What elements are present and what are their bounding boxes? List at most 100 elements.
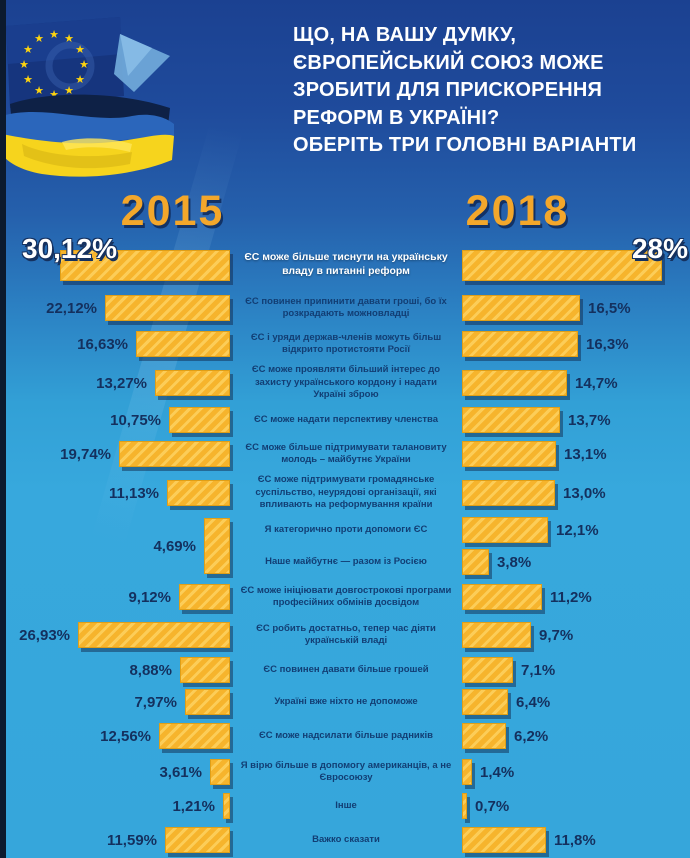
value-label-2018: 7,1% [521,661,556,679]
bar-2015 [167,480,230,506]
category-label-cell: Україні вже ніхто не допоможе [230,686,462,718]
value-label-2018: 6,4% [516,693,551,711]
value-label-2015: 30,12% [22,233,117,264]
title-line: ЩО, НА ВАШУ ДУМКУ, [293,24,517,46]
category-label-cell: Я категорично проти допомоги ЄС [230,514,462,546]
bar-cell-2018: 6,2% [462,718,690,754]
category-label: ЄС може проявляти більший інтерес до зах… [251,364,441,401]
bar-cell-2018: 11,2% [462,578,690,616]
bar-2018 [462,827,546,853]
bar-cell-2015: 26,93% [0,616,230,654]
bar-cell-2015-combined: 4,69% [0,514,230,578]
light-flag-fold [114,34,170,92]
bar-2018 [462,295,580,321]
table-row: 8,88% ЄС повинен давати більше грошей 7,1% [0,654,690,686]
category-label-cell: ЄС може проявляти більший інтерес до зах… [230,362,462,404]
ukraine-flag-icon [2,112,174,177]
category-label: ЄС може надсилати більше радників [258,729,434,741]
bar-cell-2018: 6,4% [462,686,690,718]
title-line: РЕФОРМ В УКРАЇНІ? [293,106,500,129]
category-label-cell: Наше майбутнє — разом із Росією [230,546,462,578]
bar-2018 [462,622,531,648]
bar-2018 [462,480,555,506]
category-label: Наше майбутнє — разом із Росією [265,555,427,567]
bar-cell-2018: 1,4% [462,754,690,790]
category-label-cell: ЄС може ініціювати довгострокові програм… [230,578,462,616]
category-label: ЄС може більше тиснути на українську вла… [244,251,448,277]
title-line: ЄВРОПЕЙСЬКИЙ СОЮЗ МОЖЕ [293,51,604,74]
value-label-2015: 9,12% [128,588,171,606]
left-edge-strip [0,0,6,858]
table-row: 7,97% Україні вже ніхто не допоможе 6,4% [0,686,690,718]
value-label-2018: 9,7% [539,626,574,644]
bar-cell-2018: 12,1% [462,514,690,546]
svg-text:★: ★ [23,73,33,86]
category-label-cell: ЄС і уряди держав-членів можуть більш ві… [230,326,462,362]
category-label: ЄС може ініціювати довгострокові програм… [240,584,452,608]
svg-text:★: ★ [23,43,33,56]
bar-2018 [462,549,489,575]
bar-cell-2018: 13,7% [462,404,690,436]
value-label-2018: 1,4% [480,763,515,781]
table-row: 12,56% ЄС може надсилати більше радників 6… [0,718,690,754]
bar-2015 [78,622,230,648]
year-header-2015: 2015 [120,187,225,235]
table-row: Наше майбутнє — разом із Росією 3,8% [230,546,690,578]
bar-cell-2018: 13,0% [462,472,690,514]
svg-text:★: ★ [49,28,59,41]
value-label-2015: 22,12% [46,299,97,317]
bar-2015 [136,331,230,357]
value-label-2015: 8,88% [129,661,172,679]
bar-cell-2018: 3,8% [462,546,690,578]
value-label-2018: 11,8% [554,831,596,849]
category-label-cell: Інше [230,790,462,822]
category-label-cell: Важко сказати [230,822,462,858]
bar-2018 [462,249,662,281]
bar-cell-2015: 8,88% [0,654,230,686]
bar-cell-2018: 14,7% [462,362,690,404]
bar-cell-2015: 7,97% [0,686,230,718]
value-label-2015: 10,75% [110,411,161,429]
svg-text:★: ★ [79,58,89,71]
bar-cell-2015: 1,21% [0,790,230,822]
bar-2015 [169,407,230,433]
bar-cell-2018: 13,1% [462,436,690,472]
svg-text:★: ★ [19,58,29,71]
year-header-2018: 2018 [465,187,570,235]
bar-cell-2015: 22,12% [0,290,230,326]
value-label-2015: 13,27% [96,374,147,392]
category-label: ЄС може надати перспективу членства [253,413,439,425]
bar-2015-combined [204,518,230,574]
table-row: 16,63% ЄС і уряди держав-членів можуть бі… [0,326,690,362]
svg-text:★: ★ [34,32,44,45]
category-label-cell: ЄС може більше підтримувати талановиту м… [230,436,462,472]
svg-text:★: ★ [34,84,44,97]
bar-2018 [462,370,567,396]
value-label-2018: 13,7% [568,411,611,429]
eu-flag-icon: ★ ★★ ★★★ ★★★ ★★★ [6,17,124,108]
table-row: 3,61% Я вірю більше в допомогу американці… [0,754,690,790]
table-row: 9,12% ЄС може ініціювати довгострокові пр… [0,578,690,616]
category-label: ЄС може підтримувати громадянське суспіл… [255,474,437,511]
svg-text:★: ★ [49,88,59,101]
svg-text:★: ★ [75,43,85,56]
bar-2018 [462,441,556,467]
table-row: 10,75% ЄС може надати перспективу членств… [0,404,690,436]
value-label-2018: 16,5% [588,299,631,317]
bar-2018 [462,331,578,357]
bar-2015 [155,370,230,396]
infographic-title: ЩО, НА ВАШУ ДУМКУ, ЄВРОПЕЙСЬКИЙ СОЮЗ МОЖЕ… [293,22,679,160]
eu-ukraine-flags-photo: ★ ★★ ★★★ ★★★ ★★★ [2,17,174,177]
category-label: Я вірю більше в допомогу американців, а … [240,759,452,783]
bar-2018 [462,759,472,785]
bar-2015 [105,295,230,321]
category-label: Інше [335,799,357,811]
bar-cell-2015: 9,12% [0,578,230,616]
value-label-2015: 26,93% [19,626,70,644]
category-label: ЄС повинен давати більше грошей [263,663,429,675]
category-label-cell: ЄС може надсилати більше радників [230,718,462,754]
combined-rows-column: Я категорично проти допомоги ЄС 12,1% Наше… [230,514,690,578]
bar-cell-2018: 7,1% [462,654,690,686]
category-label: Україні вже ніхто не допоможе [274,695,418,707]
category-label: ЄС і уряди держав-членів можуть більш ві… [250,331,442,355]
